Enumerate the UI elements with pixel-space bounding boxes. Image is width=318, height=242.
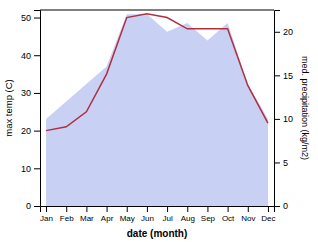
y2-tick-mark xyxy=(274,75,280,76)
x-tick-mark xyxy=(167,206,168,212)
y-axis-tick: 50 xyxy=(21,13,40,23)
x-tick-mark xyxy=(66,206,67,212)
y2-tick-label: 10 xyxy=(283,114,293,124)
plot: Jan Feb Mar Apr May Jun Jul Aug Sep Oct Nov Dec 0 10 2… xyxy=(3,10,310,239)
x-tick-label: Sep xyxy=(201,214,216,223)
x-tick-mark xyxy=(228,206,229,212)
x-tick-label: Jan xyxy=(40,214,53,223)
y-tick-mark xyxy=(34,93,40,94)
y-tick-label: 50 xyxy=(21,13,31,23)
y-tick-mark xyxy=(34,18,40,19)
x-axis-tick: Jul xyxy=(162,206,172,223)
x-tick-label: Nov xyxy=(241,214,255,223)
y-axis: 0 10 20 30 40 50 xyxy=(21,11,41,212)
y2-tick-mark xyxy=(274,206,280,207)
y-tick-label: 30 xyxy=(21,88,31,98)
x-tick-mark xyxy=(127,206,128,212)
x-axis-tick: Feb xyxy=(60,206,74,223)
x-tick-label: May xyxy=(120,214,135,223)
x-axis-tick: May xyxy=(120,206,135,223)
x-axis-tick: Jun xyxy=(141,206,154,223)
x-tick-label: Jun xyxy=(141,214,154,223)
y-axis-tick: 30 xyxy=(21,88,40,98)
x-axis-tick: Sep xyxy=(201,206,216,223)
x-axis-title: date (month) xyxy=(127,228,188,239)
y2-tick-mark xyxy=(274,119,280,120)
x-tick-mark xyxy=(187,206,188,212)
y2-tick-mark xyxy=(274,32,280,33)
y2-axis-tick: 15 xyxy=(274,71,293,81)
y-tick-label: 20 xyxy=(21,126,31,136)
y2-axis: 0 5 10 15 20 xyxy=(274,11,293,212)
x-tick-mark xyxy=(268,206,269,212)
x-tick-label: Oct xyxy=(222,214,235,223)
x-tick-mark xyxy=(207,206,208,212)
area xyxy=(46,14,268,206)
y2-tick-label: 15 xyxy=(283,71,293,81)
y2-axis-tick: 20 xyxy=(274,27,293,37)
x-tick-mark xyxy=(147,206,148,212)
y2-tick-mark xyxy=(274,162,280,163)
y-tick-mark xyxy=(34,131,40,132)
y-tick-mark xyxy=(34,55,40,56)
y-tick-label: 40 xyxy=(21,51,31,61)
y2-axis-line xyxy=(275,11,281,207)
x-axis-tick: Mar xyxy=(80,206,94,223)
y2-tick-label: 20 xyxy=(283,27,293,37)
x-tick-label: Aug xyxy=(181,214,195,223)
x-axis-tick: Oct xyxy=(222,206,235,223)
x-tick-mark xyxy=(248,206,249,212)
y2-tick-label: 0 xyxy=(283,201,288,211)
y-axis-tick: 10 xyxy=(21,164,40,174)
y2-axis-tick: 5 xyxy=(274,158,288,168)
y-tick-label: 10 xyxy=(21,164,31,174)
x-tick-label: Mar xyxy=(80,214,94,223)
y-axis-tick: 40 xyxy=(21,51,40,61)
x-tick-mark xyxy=(107,206,108,212)
y2-axis-tick: 10 xyxy=(274,114,293,124)
y-axis-tick: 20 xyxy=(21,126,40,136)
x-tick-label: Jul xyxy=(162,214,172,223)
y-axis-line xyxy=(34,11,41,207)
y-tick-mark xyxy=(34,206,40,207)
x-axis-tick: Jan xyxy=(40,206,53,223)
x-axis-tick: Aug xyxy=(181,206,195,223)
x-tick-mark xyxy=(86,206,87,212)
y2-tick-label: 5 xyxy=(283,158,288,168)
x-axis: Jan Feb Mar Apr May Jun Jul Aug Sep Oct Nov Dec xyxy=(40,206,275,223)
x-axis-tick: Apr xyxy=(101,206,114,223)
y-axis-title: max temp (C) xyxy=(3,79,14,137)
x-axis-line xyxy=(41,207,275,213)
frame-top xyxy=(40,10,274,11)
line xyxy=(46,14,268,131)
chart: Jan Feb Mar Apr May Jun Jul Aug Sep Oct Nov Dec 0 10 2… xyxy=(0,0,318,242)
x-tick-mark xyxy=(46,206,47,212)
x-tick-label: Apr xyxy=(101,214,114,223)
y-tick-mark xyxy=(34,168,40,169)
y2-axis-title: med. precipitation (kg/m2) xyxy=(300,56,310,160)
x-tick-label: Feb xyxy=(60,214,74,223)
y-axis-tick: 0 xyxy=(26,201,40,211)
y2-axis-tick: 0 xyxy=(274,201,288,211)
x-tick-label: Dec xyxy=(261,214,275,223)
x-axis-tick: Nov xyxy=(241,206,255,223)
x-axis-tick: Dec xyxy=(261,206,275,223)
marks xyxy=(46,14,268,206)
y-tick-label: 0 xyxy=(26,201,31,211)
